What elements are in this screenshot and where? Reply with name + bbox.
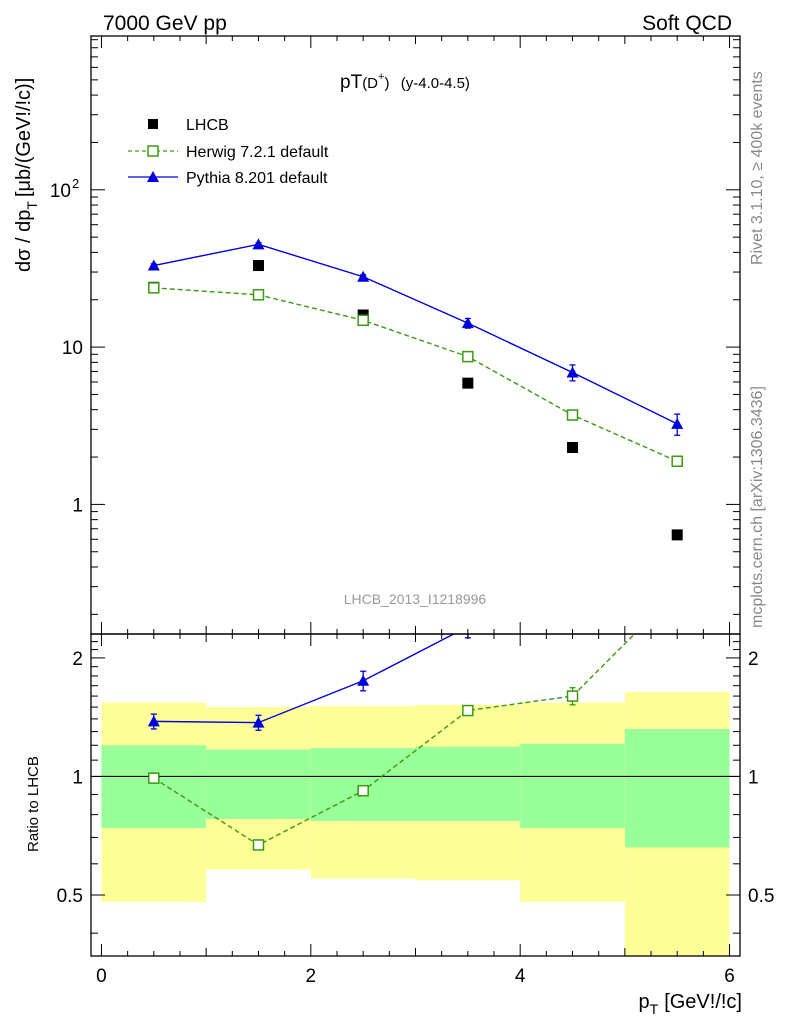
ratio-point-2-0 <box>147 715 160 727</box>
x-axis-label: pT [GeV!/!c] <box>639 991 743 1017</box>
data-point-2-3 <box>461 317 474 329</box>
ratio-tick-label-left: 2 <box>72 649 83 670</box>
ratio-point-1-1 <box>252 839 265 851</box>
x-tick-label: 6 <box>724 966 735 987</box>
y-tick-label-exponent: 2 <box>72 176 79 191</box>
plot-title: pT(D+) (y-4.0-4.5) <box>340 71 470 93</box>
header-right: Soft QCD <box>642 12 732 35</box>
x-axis-label-sub: T <box>650 1001 659 1017</box>
ratio-point-1-3 <box>462 704 474 717</box>
data-point-1-3 <box>462 350 474 363</box>
data-point-2-4 <box>566 366 579 378</box>
ratio-axis-label: Ratio to LHCB <box>25 756 42 852</box>
x-axis-label-unit: [GeV!/!c] <box>664 991 742 1013</box>
ratio-point-1-0 <box>148 772 160 784</box>
ratio-band-inner <box>206 749 311 819</box>
data-point-0-3 <box>462 377 474 389</box>
ratio-band-inner <box>624 728 730 848</box>
y-tick-label: 1 <box>72 495 83 516</box>
series-line-2 <box>153 243 678 425</box>
data-point-2-5 <box>671 417 684 429</box>
y-axis-label: dσ / dpT [μb/(GeV!/!c)] <box>13 78 40 272</box>
legend-pythia-label: Pythia 8.201 default <box>186 170 328 187</box>
ratio-line-2 <box>153 634 456 724</box>
header-left: 7000 GeV pp <box>103 12 227 35</box>
legend-herwig-marker <box>147 145 159 157</box>
x-axis-label-main: p <box>639 991 650 1013</box>
mcplots-label: mcplots.cern.ch [arXiv:1306.3436] <box>749 386 766 628</box>
rivet-label: Rivet 3.1.10, ≥ 400k events <box>749 71 766 265</box>
ratio-series <box>147 495 683 851</box>
legend-lhcb-label: LHCB <box>186 117 229 134</box>
title-main: pT <box>340 72 363 93</box>
data-point-0-5 <box>671 529 683 541</box>
y-axis-label-suffix: [μb/(GeV!/!c)] <box>13 78 35 197</box>
data-point-0-4 <box>567 441 579 453</box>
data-point-2-1 <box>252 238 265 250</box>
legend-lhcb-marker <box>148 119 158 129</box>
title-sub: (D <box>362 75 378 92</box>
watermark: LHCB_2013_I1218996 <box>344 591 487 607</box>
ratio-tick-label-left: 0.5 <box>57 886 83 907</box>
title-close: ) <box>384 75 389 92</box>
x-tick-label: 4 <box>515 966 526 987</box>
ratio-point-1-5 <box>672 586 682 596</box>
series-line-1 <box>153 287 678 462</box>
ratio-bands <box>91 691 740 956</box>
ratio-tick-label-right: 0.5 <box>748 886 774 907</box>
y-axis-label-sub: T <box>24 201 40 210</box>
x-tick-label: 0 <box>96 966 107 987</box>
ratio-band-inner <box>101 745 207 828</box>
legend-pythia-marker <box>147 171 159 182</box>
ratio-tick-label-left: 1 <box>72 767 83 788</box>
title-sup: + <box>378 71 384 83</box>
ratio-band-inner <box>415 746 521 822</box>
y-tick-label: 10 <box>50 181 71 202</box>
ratio-point-2-2 <box>357 674 370 686</box>
x-tick-label: 2 <box>306 966 317 987</box>
legend-herwig-label: Herwig 7.2.1 default <box>186 144 329 161</box>
data-point-2-0 <box>147 259 160 271</box>
ratio-point-2-5 <box>671 495 683 506</box>
data-point-1-5 <box>671 455 683 468</box>
data-point-2-2 <box>357 270 370 282</box>
title-extra: (y-4.0-4.5) <box>401 75 470 92</box>
data-point-1-0 <box>148 282 160 294</box>
legend: LHCB Herwig 7.2.1 default Pythia 8.201 d… <box>128 117 329 187</box>
data-point-1-1 <box>252 289 265 301</box>
y-tick-label: 10 <box>62 338 83 359</box>
ratio-point-2-4 <box>567 583 579 594</box>
data-point-0-1 <box>252 260 264 272</box>
ratio-tick-label-right: 1 <box>748 767 759 788</box>
ratio-point-1-2 <box>357 784 369 797</box>
ratio-point-1-4 <box>566 690 579 702</box>
ratio-band-inner <box>520 743 625 828</box>
main-series <box>147 238 684 541</box>
data-point-1-2 <box>357 314 369 327</box>
ratio-line-1 <box>153 634 636 846</box>
data-point-1-4 <box>566 409 579 421</box>
y-axis-label-prefix: dσ / dp <box>13 210 35 272</box>
ratio-point-2-1 <box>252 716 265 728</box>
ratio-tick-label-right: 2 <box>748 649 759 670</box>
